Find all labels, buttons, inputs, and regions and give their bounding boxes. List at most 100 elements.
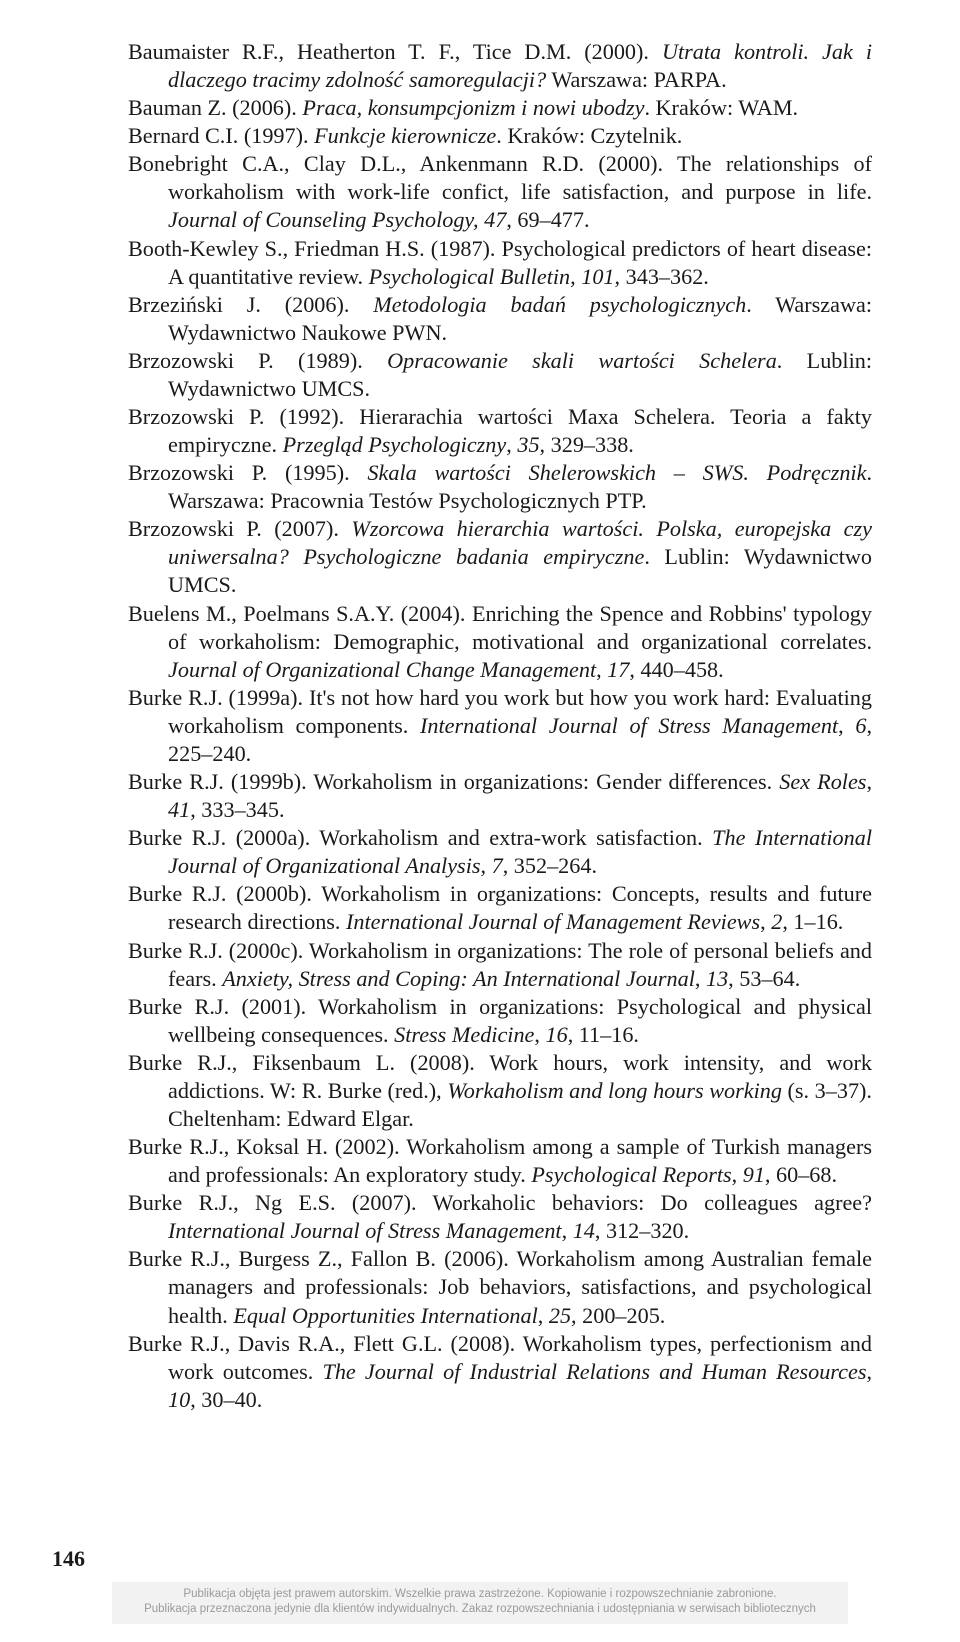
reference-entry: Baumaister R.F., Heatherton T. F., Tice …: [128, 38, 872, 94]
italic-run: Opracowanie skali wartości Schelera: [387, 348, 777, 373]
italic-run: International Journal of Stress Manageme…: [420, 713, 838, 738]
text-run: ,: [866, 1359, 872, 1384]
reference-entry: Burke R.J. (2000c). Workaholism in organ…: [128, 937, 872, 993]
text-run: , 333–345.: [190, 797, 284, 822]
text-run: , 312–320.: [595, 1218, 689, 1243]
reference-entry: Burke R.J., Ng E.S. (2007). Workaholic b…: [128, 1189, 872, 1245]
italic-run: 17: [607, 657, 629, 682]
text-run: ,: [481, 853, 492, 878]
italic-run: 2: [771, 909, 782, 934]
reference-entry: Brzozowski P. (2007). Wzorcowa hierarchi…: [128, 515, 872, 599]
text-run: ,: [838, 713, 855, 738]
italic-run: 41: [168, 797, 190, 822]
italic-run: 25: [549, 1303, 571, 1328]
reference-entry: Burke R.J., Fiksenbaum L. (2008). Work h…: [128, 1049, 872, 1133]
reference-entry: Bauman Z. (2006). Praca, konsumpcjonizm …: [128, 94, 872, 122]
text-run: Brzozowski P. (2007).: [128, 516, 351, 541]
copyright-footer: Publikacja objęta jest prawem autorskim.…: [0, 1582, 960, 1624]
reference-entry: Burke R.J. (2000b). Workaholism in organ…: [128, 880, 872, 936]
text-run: ,: [732, 1162, 743, 1187]
copyright-line: Publikacja przeznaczona jedynie dla klie…: [144, 1602, 816, 1618]
italic-run: Journal of Organizational Change Managem…: [168, 657, 596, 682]
text-run: , 11–16.: [568, 1022, 639, 1047]
italic-run: 91: [743, 1162, 765, 1187]
reference-entry: Burke R.J. (2001). Workaholism in organi…: [128, 993, 872, 1049]
text-run: Brzozowski P. (1989).: [128, 348, 387, 373]
text-run: , 343–362.: [615, 264, 709, 289]
italic-run: 10: [168, 1387, 190, 1412]
text-run: , 1–16.: [782, 909, 843, 934]
text-run: ,: [534, 1022, 545, 1047]
reference-entry: Booth-Kewley S., Friedman H.S. (1987). P…: [128, 235, 872, 291]
italic-run: 35: [517, 432, 539, 457]
reference-entry: Bonebright C.A., Clay D.L., Ankenmann R.…: [128, 150, 872, 234]
text-run: Burke R.J. (1999b). Workaholism in organ…: [128, 769, 779, 794]
reference-entry: Bernard C.I. (1997). Funkcje kierownicze…: [128, 122, 872, 150]
text-run: , 30–40.: [190, 1387, 262, 1412]
text-run: , 69–477.: [506, 207, 589, 232]
italic-run: Przegląd Psychologiczny: [283, 432, 507, 457]
text-run: Baumaister R.F., Heatherton T. F., Tice …: [128, 39, 662, 64]
text-run: Bonebright C.A., Clay D.L., Ankenmann R.…: [128, 151, 872, 204]
italic-run: Psychological Reports: [531, 1162, 731, 1187]
reference-entry: Burke R.J., Koksal H. (2002). Workaholis…: [128, 1133, 872, 1189]
copyright-box: Publikacja objęta jest prawem autorskim.…: [112, 1582, 848, 1624]
reference-entry: Burke R.J. (2000a). Workaholism and extr…: [128, 824, 872, 880]
reference-entry: Brzozowski P. (1995). Skala wartości She…: [128, 459, 872, 515]
reference-entry: Burke R.J., Davis R.A., Flett G.L. (2008…: [128, 1330, 872, 1414]
reference-entry: Burke R.J. (1999a). It's not how hard yo…: [128, 684, 872, 768]
italic-run: Psychological Bulletin, 101: [369, 264, 615, 289]
text-run: Buelens M., Poelmans S.A.Y. (2004). Enri…: [128, 601, 872, 654]
text-run: , 200–205.: [571, 1303, 665, 1328]
text-run: , 352–264.: [503, 853, 597, 878]
text-run: ,: [538, 1303, 549, 1328]
reference-entry: Brzozowski P. (1989). Opracowanie skali …: [128, 347, 872, 403]
italic-run: Workaholism and long hours working: [447, 1078, 782, 1103]
text-run: Brzozowski P. (1995).: [128, 460, 367, 485]
italic-run: Metodologia badań psychologicznych: [373, 292, 746, 317]
text-run: . Kraków: WAM.: [644, 95, 798, 120]
italic-run: International Journal of Management Revi…: [346, 909, 760, 934]
italic-run: The Journal of Industrial Relations and …: [323, 1359, 867, 1384]
text-run: ,: [506, 432, 517, 457]
italic-run: Equal Opportunities International: [233, 1303, 537, 1328]
text-run: , 60–68.: [765, 1162, 837, 1187]
copyright-line: Publikacja objęta jest prawem autorskim.…: [144, 1587, 816, 1603]
text-run: Bernard C.I. (1997).: [128, 123, 314, 148]
italic-run: Sex Roles: [779, 769, 866, 794]
text-run: Burke R.J. (2000a). Workaholism and extr…: [128, 825, 712, 850]
page: Baumaister R.F., Heatherton T. F., Tice …: [0, 0, 960, 1642]
italic-run: 6: [855, 713, 866, 738]
text-run: Brzeziński J. (2006).: [128, 292, 373, 317]
text-run: Warszawa: PARPA.: [546, 67, 726, 92]
text-run: , 329–338.: [540, 432, 634, 457]
italic-run: 16: [546, 1022, 568, 1047]
text-run: , 53–64.: [728, 966, 800, 991]
page-number: 146: [52, 1546, 85, 1572]
text-run: , 440–458.: [629, 657, 723, 682]
italic-run: 13: [706, 966, 728, 991]
italic-run: Praca, konsumpcjonizm i nowi ubodzy: [302, 95, 644, 120]
italic-run: 14: [573, 1218, 595, 1243]
text-run: ,: [596, 657, 607, 682]
text-run: . Kraków: Czytelnik.: [496, 123, 682, 148]
italic-run: Skala wartości Shelerowskich – SWS. Podr…: [367, 460, 866, 485]
italic-run: Stress Medicine: [394, 1022, 534, 1047]
text-run: ,: [562, 1218, 573, 1243]
reference-list: Baumaister R.F., Heatherton T. F., Tice …: [128, 38, 872, 1414]
italic-run: International Journal of Stress Manageme…: [168, 1218, 562, 1243]
text-run: ,: [760, 909, 771, 934]
text-run: Bauman Z. (2006).: [128, 95, 302, 120]
italic-run: Funkcje kierownicze: [314, 123, 496, 148]
reference-entry: Burke R.J. (1999b). Workaholism in organ…: [128, 768, 872, 824]
text-run: ,: [866, 769, 872, 794]
text-run: Burke R.J., Ng E.S. (2007). Workaholic b…: [128, 1190, 872, 1215]
reference-entry: Brzozowski P. (1992). Hierarachia wartoś…: [128, 403, 872, 459]
italic-run: 7: [492, 853, 503, 878]
reference-entry: Burke R.J., Burgess Z., Fallon B. (2006)…: [128, 1245, 872, 1329]
reference-entry: Buelens M., Poelmans S.A.Y. (2004). Enri…: [128, 600, 872, 684]
italic-run: Journal of Counseling Psychology, 47: [168, 207, 506, 232]
italic-run: Anxiety, Stress and Coping: An Internati…: [222, 966, 695, 991]
text-run: ,: [695, 966, 706, 991]
reference-entry: Brzeziński J. (2006). Metodologia badań …: [128, 291, 872, 347]
